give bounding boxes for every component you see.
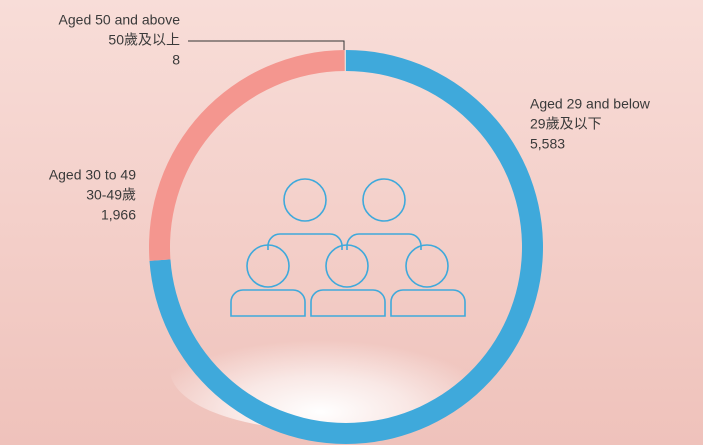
category-label-zh: 30-49歲	[86, 187, 136, 203]
people-icon	[230, 178, 466, 317]
value-label: 5,583	[530, 136, 565, 152]
value-label: 1,966	[101, 207, 136, 223]
donut-segment	[149, 50, 345, 261]
category-label: Aged 30 to 49	[49, 167, 136, 183]
category-label-zh: 50歲及以上	[108, 32, 180, 48]
category-label: Aged 50 and above	[59, 12, 181, 28]
category-label-zh: 29歲及以下	[530, 116, 602, 132]
donut-segment	[344, 50, 346, 72]
category-label: Aged 29 and below	[530, 96, 651, 112]
value-label: 8	[172, 52, 180, 68]
